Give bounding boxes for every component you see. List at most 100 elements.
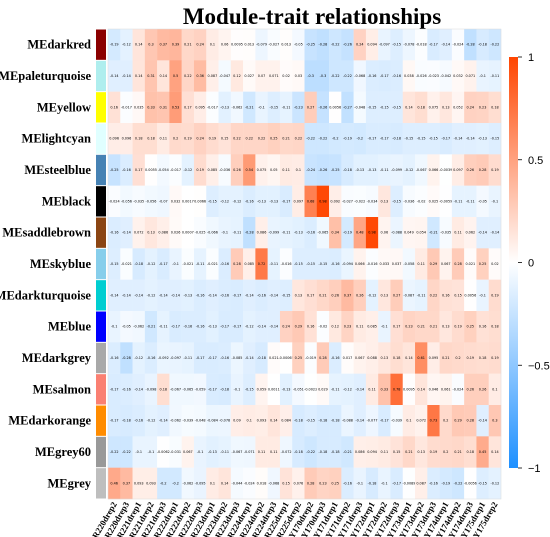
cell-value-label: 0.06 (221, 43, 229, 47)
heatmap-cell (108, 342, 121, 374)
cell-value-label: -0.059 (195, 387, 206, 391)
cell-value-label: -0.15 (368, 105, 377, 109)
heatmap-cell (476, 311, 489, 343)
cell-value-label: 0.071 (465, 74, 475, 78)
heatmap-cell (181, 60, 195, 92)
cell-value-label: -0.17 (282, 199, 291, 203)
heatmap-cell (488, 248, 502, 280)
cell-value-label: -0.02 (417, 199, 426, 203)
cell-value-label: -0.017 (207, 105, 218, 109)
heatmap-cell (292, 154, 305, 186)
cell-value-label: 0.021 (465, 262, 475, 266)
cell-value-label: -0.18 (122, 419, 131, 423)
heatmap-cell (365, 29, 379, 61)
heatmap-cell (464, 311, 477, 343)
heatmap-cell (144, 217, 158, 249)
heatmap-cell (206, 248, 219, 280)
cell-value-label: -0.039 (182, 419, 193, 423)
cell-value-label: 0.026 (171, 231, 181, 235)
heatmap-cell (378, 436, 391, 468)
heatmap-cell (230, 436, 244, 468)
cell-value-label: 0.23 (479, 105, 487, 109)
heatmap-cell (267, 217, 281, 249)
cell-value-label: -0.13 (208, 450, 217, 454)
heatmap-cell (243, 279, 256, 312)
row-label-meblue: MEblue (48, 320, 92, 334)
cell-value-label: -0.026 (416, 74, 427, 78)
heatmap-cell (439, 154, 453, 186)
module-swatch-meyellow (96, 92, 106, 123)
cell-value-label: 0.085 (208, 168, 218, 172)
cell-value-label: 0.72 (258, 262, 266, 266)
cell-value-label: 0.21 (319, 293, 327, 297)
heatmap-cell (181, 185, 195, 218)
heatmap-cell (415, 467, 428, 500)
heatmap-cell (157, 373, 170, 406)
cell-value-label: -0.13 (257, 199, 266, 203)
heatmap-border (107, 28, 502, 500)
cell-value-label: 0.61 (417, 356, 425, 360)
heatmap-cell (341, 311, 354, 343)
heatmap-cell (267, 185, 281, 218)
cell-value-label: -0.13 (294, 231, 303, 235)
heatmap-cell (415, 154, 428, 186)
cell-value-label: 0.11 (258, 450, 266, 454)
heatmap-cell (218, 248, 232, 280)
heatmap-cell (464, 342, 477, 374)
cell-value-label: -0.21 (429, 231, 438, 235)
heatmap-cell (120, 123, 133, 155)
cell-value-label: 0.19 (430, 450, 438, 454)
cell-value-label: -0.14 (208, 293, 217, 297)
cell-value-label: 0.26 (331, 293, 339, 297)
cell-value-label: 0.21 (430, 325, 438, 329)
heatmap-cell (402, 467, 416, 500)
cell-value-label: 0.096 (109, 137, 119, 141)
cell-value-label: -0.054 (158, 168, 169, 172)
cell-value-label: -0.14 (269, 293, 278, 297)
cell-value-label: 0.25 (331, 481, 339, 485)
heatmap-cell (353, 373, 367, 406)
cell-value-label: 0.16 (110, 105, 118, 109)
cell-value-label: 0.11 (417, 262, 425, 266)
cell-value-label: 0.22 (233, 137, 241, 141)
cell-value-label: -0.024 (453, 43, 464, 47)
cell-value-label: 0.14 (135, 43, 143, 47)
cell-value-label: -0.016 (281, 262, 292, 266)
heatmap-cell (144, 154, 158, 186)
heatmap-cell (476, 123, 489, 155)
heatmap-cell (476, 217, 489, 249)
heatmap-cell (353, 154, 367, 186)
cell-value-label: -0.13 (183, 293, 192, 297)
color-legend-bar (509, 57, 518, 468)
row-label-medarkturquoise: MEdarkturquoise (0, 288, 91, 302)
cell-value-label: -0.035 (440, 231, 451, 235)
cell-value-label: -0.1 (234, 387, 241, 391)
heatmap-cell (402, 436, 416, 468)
cell-value-label: 0.087 (416, 481, 426, 485)
cell-value-label: 0.018 (257, 481, 267, 485)
heatmap-cell (144, 436, 158, 468)
cell-value-label: 0.13 (295, 293, 303, 297)
cell-value-label: 0.68 (307, 199, 315, 203)
cell-value-label: 0.12 (331, 325, 339, 329)
cell-value-label: 0.084 (281, 419, 291, 423)
heatmap-cell (353, 405, 367, 437)
heatmap-cell (464, 123, 477, 155)
heatmap-cell (415, 279, 428, 312)
cell-value-label: 0.23 (344, 325, 352, 329)
cell-value-label: 0.25 (479, 262, 487, 266)
heatmap-cell (292, 342, 305, 374)
row-labels: MEdarkred MEpaleturquoise MEyellow MElightc… (0, 38, 92, 491)
cell-value-label: -0.016 (367, 262, 378, 266)
module-swatch-mepaleturquoise (96, 60, 106, 92)
cell-value-label: -0.18 (294, 419, 303, 423)
heatmap-cell (451, 467, 465, 500)
cell-value-label: 0.061 (441, 387, 451, 391)
cell-value-label: -0.16 (257, 293, 266, 297)
cell-value-label: 0.059 (257, 387, 267, 391)
heatmap-cell (157, 311, 170, 343)
heatmap-cell (206, 436, 219, 468)
heatmap-cell (157, 248, 170, 280)
heatmap-cell (267, 436, 281, 468)
heatmap-cell (402, 29, 416, 61)
